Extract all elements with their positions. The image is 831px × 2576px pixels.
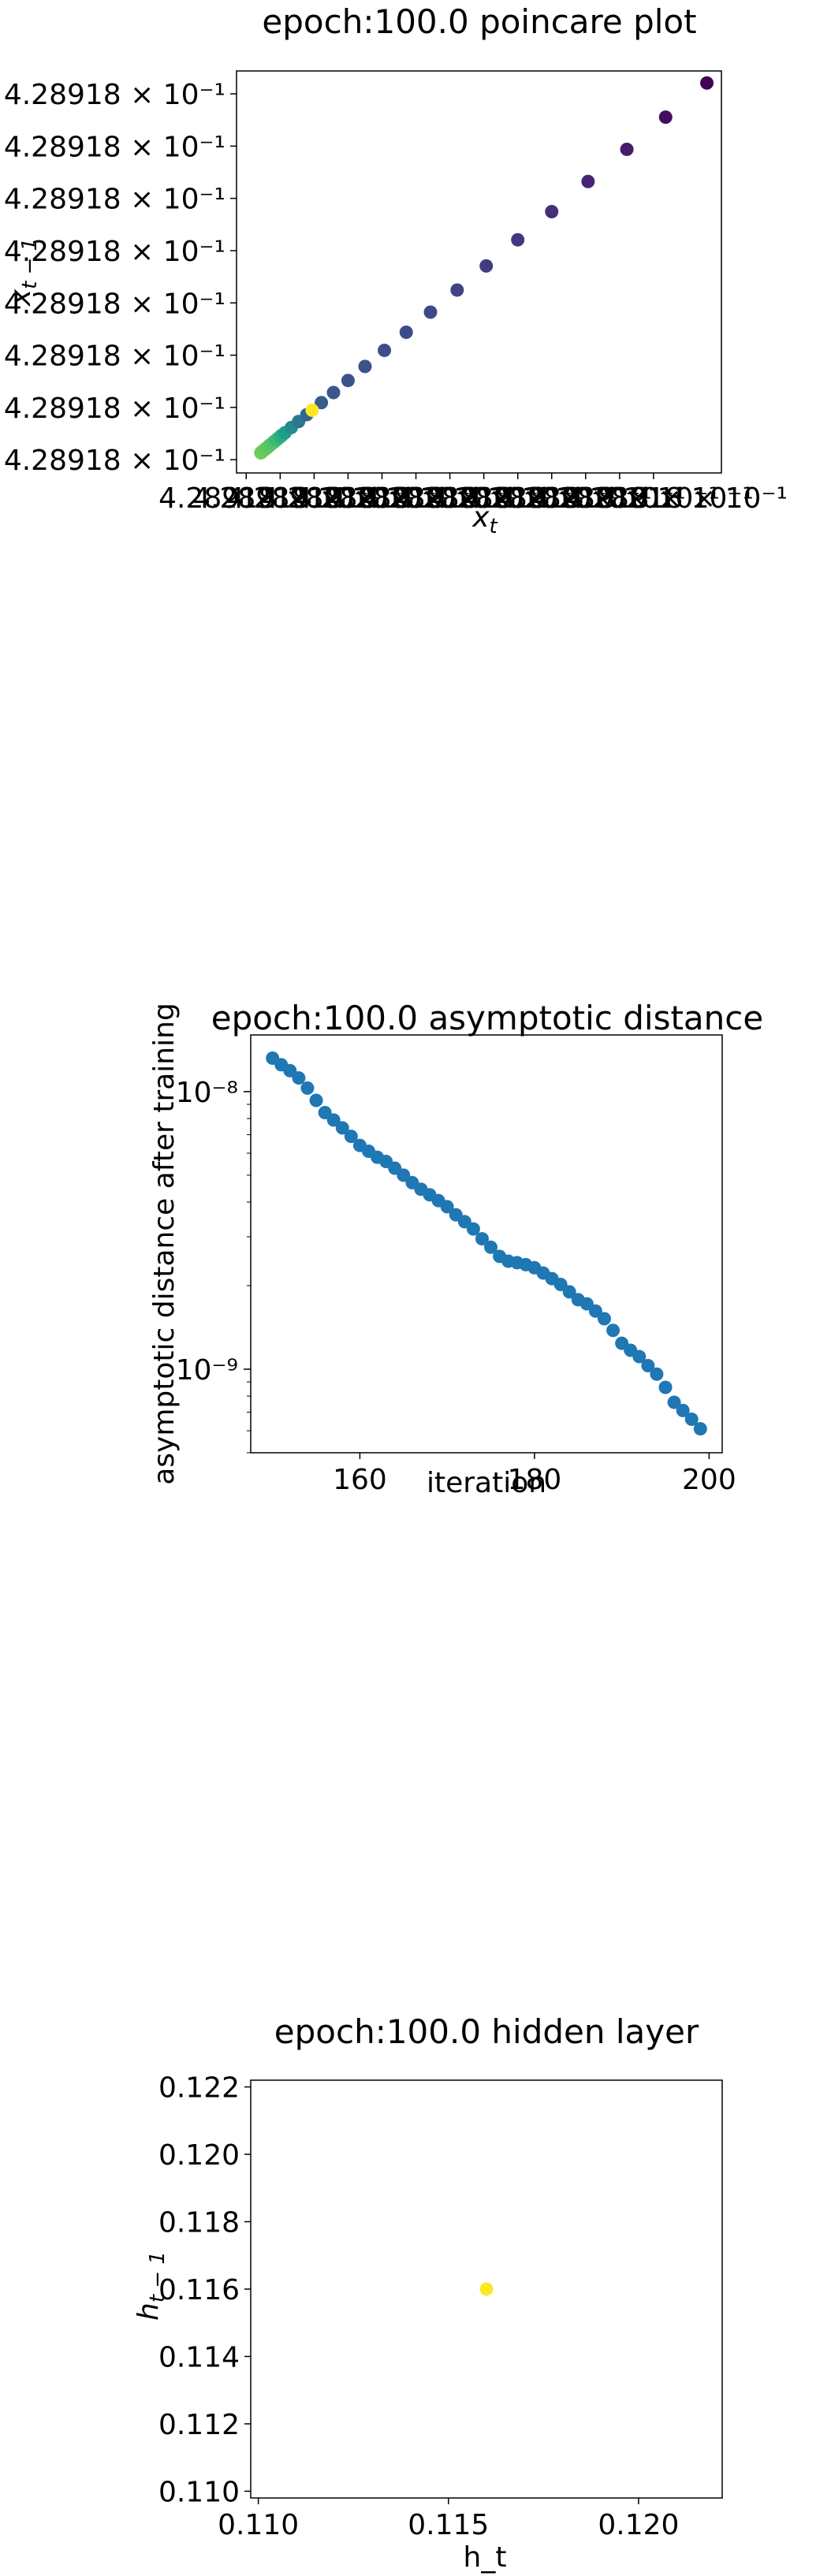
x-tick-label: 4.28918 × 10⁻¹ [192,482,414,515]
scatter-point [667,1395,681,1409]
y-tick-label: 4.28918 × 10⁻¹ [4,236,225,268]
scatter-point [344,1130,358,1144]
x-tick-label: 0.115 [408,2509,489,2541]
scatter-point [511,233,525,247]
chart-title: epoch:100.0 asymptotic distance [211,999,763,1037]
x-tick-label: 4.28918 × 10⁻¹ [362,482,583,515]
y-tick-label: 4.28918 × 10⁻¹ [4,79,225,111]
scatter-point [479,259,494,273]
x-tick-label: 4.28918 × 10⁻¹ [430,482,652,515]
scatter-point [606,1323,620,1338]
scatter-point [450,283,464,297]
y-axis-ticks: 4.28918 × 10⁻¹ 4.28918 × 10⁻¹ 4.28918 × 10… [4,79,237,477]
x-tick-label: 4.28918 × 10⁻¹ [328,482,550,515]
scatter-point [326,1113,341,1127]
scatter-point [581,174,595,188]
scatter-point [309,1093,323,1107]
scatter-point [545,205,559,218]
scatter-point [341,374,355,388]
x-tick-label: 4.28918 × 10⁻¹ [396,482,617,515]
scatter-point [700,76,714,90]
scatter-point [658,1380,673,1394]
poincare-plot-chart: epoch:100.0 poincare plot 4.28918 × 10⁻¹… [4,2,788,538]
y-axis-label: ht − 1 [132,2251,170,2321]
x-tick-label: 180 [508,1464,562,1496]
y-tick-label: 10⁻⁸ [176,1077,238,1109]
x-axis-label: h_t [464,2541,507,2574]
y-tick-label: 0.118 [158,2207,240,2239]
y-tick-label: 4.28918 × 10⁻¹ [4,184,225,216]
scatter-point [632,1349,647,1364]
x-tick-label: 4.28918 × 10⁻¹ [226,482,448,515]
scatter-point [466,1222,480,1236]
scatter-point [562,1285,576,1299]
x-tick-label: 4.28918 × 10⁻¹ [498,482,720,515]
hidden-layer-chart: epoch:100.0 hidden layer 0.110 0.112 0.114… [132,2012,723,2574]
x-tick-label: 4.28918 × 10⁻¹ [532,482,754,515]
scatter-point [479,2282,494,2296]
scatter-point [620,142,634,156]
y-tick-label: 0.116 [158,2274,240,2306]
scatter-point [358,359,372,374]
scatter-points [479,2282,494,2296]
y-tick-label: 0.120 [158,2139,240,2172]
y-tick-label: 0.122 [158,2072,240,2105]
x-axis-ticks: 160 180 200 [333,1453,736,1496]
x-tick-label: 4.28918 × 10⁻¹ [566,482,788,515]
scatter-point [598,1312,611,1326]
scatter-points [266,1051,707,1436]
chart-title: epoch:100.0 hidden layer [274,2012,699,2051]
chart-title: epoch:100.0 poincare plot [262,2,696,41]
x-tick-label: 200 [682,1464,736,1496]
plot-frame [250,1034,723,1454]
asymptotic-distance-chart: epoch:100.0 asymptotic distance 10⁻⁸ 10⁻⁹… [148,999,763,1498]
scatter-point [658,110,673,125]
scatter-point [641,1358,655,1372]
y-tick-label: 4.28918 × 10⁻¹ [4,445,225,477]
y-tick-label: 4.28918 × 10⁻¹ [4,131,225,163]
scatter-point [335,1121,349,1135]
y-tick-label: 0.110 [158,2476,240,2508]
y-tick-label: 0.112 [158,2409,240,2441]
scatter-point [684,1413,699,1427]
scatter-point [326,385,341,400]
y-tick-label: 10⁻⁹ [176,1354,238,1387]
x-axis-label: iteration [427,1467,546,1498]
y-tick-label: 4.28918 × 10⁻¹ [4,288,225,320]
scatter-point [378,343,392,357]
x-tick-label: 0.110 [218,2509,299,2541]
x-axis-ticks: 4.28918 × 10⁻¹4.28918 × 10⁻¹4.28918 × 10… [158,473,788,515]
scatter-point [315,396,329,410]
scatter-point [397,1168,411,1182]
scatter-point [399,326,413,339]
scatter-point [484,1240,498,1254]
scatter-point [475,1232,489,1246]
scatter-point [440,1200,454,1214]
scatter-point [318,1106,332,1120]
scatter-points [254,76,714,460]
plot-frame [236,70,722,474]
y-tick-label: 4.28918 × 10⁻¹ [4,393,225,425]
x-tick-label: 160 [333,1464,387,1496]
scatter-point [292,1071,306,1085]
scatter-point [300,1081,315,1095]
y-axis-ticks: 10⁻⁸ 10⁻⁹ [176,1077,251,1454]
y-tick-label: 4.28918 × 10⁻¹ [4,341,225,373]
y-axis-label: asymptotic distance after training [148,1003,181,1485]
x-tick-label: 0.120 [598,2509,679,2541]
x-tick-label: 4.28918 × 10⁻¹ [158,482,380,515]
y-axis-ticks: 0.110 0.112 0.114 0.116 0.118 0.120 0.122 [158,2072,251,2508]
scatter-point [650,1367,664,1381]
x-tick-label: 4.28918 × 10⁻¹ [260,482,482,515]
x-tick-label: 4.28918 × 10⁻¹ [294,482,516,515]
scatter-point [305,403,319,417]
scatter-point [588,1304,602,1318]
x-tick-label: 4.28918 × 10⁻¹ [464,482,686,515]
scatter-point [553,1277,568,1291]
scatter-point [693,1422,707,1436]
scatter-point [676,1403,690,1417]
y-tick-label: 0.114 [158,2341,240,2373]
x-axis-ticks: 0.110 0.115 0.120 [218,2498,679,2541]
scatter-point [423,305,438,319]
